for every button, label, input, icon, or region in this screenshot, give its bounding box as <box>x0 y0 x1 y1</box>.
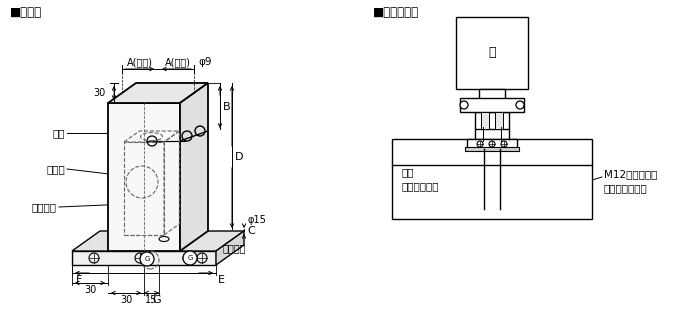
Bar <box>479 89 505 114</box>
Text: 柱: 柱 <box>489 47 496 60</box>
Bar <box>392 139 592 219</box>
Bar <box>495 112 503 129</box>
Circle shape <box>140 252 154 266</box>
Text: B: B <box>223 102 230 112</box>
Text: 30: 30 <box>84 285 96 295</box>
Bar <box>124 142 164 235</box>
Text: E: E <box>218 275 225 285</box>
Polygon shape <box>72 231 244 251</box>
Text: D: D <box>235 152 244 162</box>
Text: φ9: φ9 <box>198 57 211 67</box>
Text: φ15: φ15 <box>247 215 266 225</box>
Text: 土間
コンクリート: 土間 コンクリート <box>402 167 440 191</box>
Bar <box>481 112 489 129</box>
Bar <box>475 112 509 129</box>
Text: M12ステンレス
アンカーボルト: M12ステンレス アンカーボルト <box>604 169 657 193</box>
Text: 30: 30 <box>94 88 106 98</box>
Bar <box>108 103 180 251</box>
Polygon shape <box>216 231 244 265</box>
Text: C: C <box>247 226 255 236</box>
Text: 15: 15 <box>145 295 158 305</box>
Bar <box>456 17 528 89</box>
Circle shape <box>516 101 524 109</box>
Text: パイプ: パイプ <box>46 164 65 174</box>
Text: G: G <box>188 255 193 261</box>
Text: 内部受け: 内部受け <box>32 202 57 212</box>
Text: G: G <box>144 256 150 262</box>
Polygon shape <box>180 83 208 251</box>
Text: 30: 30 <box>120 295 132 305</box>
Text: ベース部: ベース部 <box>223 243 246 253</box>
Text: A(外寸): A(外寸) <box>127 57 153 67</box>
Text: G: G <box>152 295 160 305</box>
Bar <box>72 251 216 265</box>
Text: 本体: 本体 <box>52 128 65 138</box>
Bar <box>467 139 517 149</box>
Text: ■寸法図: ■寸法図 <box>10 6 42 19</box>
Circle shape <box>183 251 197 265</box>
Text: F: F <box>76 275 83 285</box>
Text: ■取付参考図: ■取付参考図 <box>373 6 419 19</box>
Bar <box>460 98 524 112</box>
Polygon shape <box>108 83 208 103</box>
Circle shape <box>460 101 468 109</box>
Bar <box>465 147 519 151</box>
Text: A(外寸): A(外寸) <box>165 57 191 67</box>
